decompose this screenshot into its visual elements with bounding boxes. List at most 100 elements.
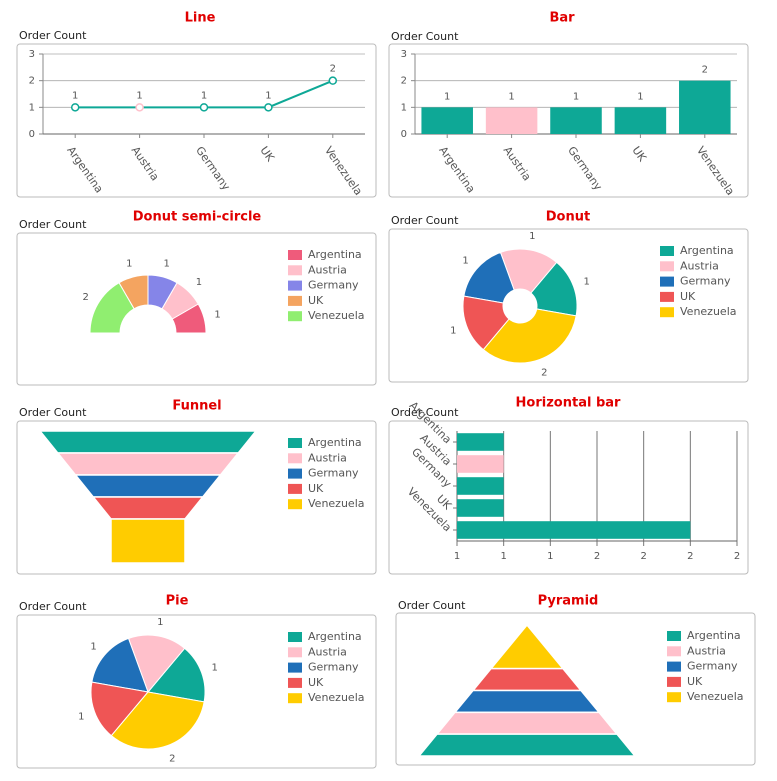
bar	[457, 455, 504, 473]
data-label: 1	[136, 90, 142, 101]
legend-swatch	[288, 499, 302, 510]
legend-label: UK	[308, 294, 324, 307]
legend-swatch	[288, 632, 302, 642]
legend-label: UK	[308, 482, 324, 495]
legend-label: Austria	[308, 263, 347, 276]
legend-swatch	[288, 647, 302, 658]
y-tick-label: 1	[29, 102, 35, 113]
legend-swatch	[667, 676, 681, 687]
legend-swatch	[288, 453, 302, 464]
legend-label: Germany	[308, 661, 359, 674]
legend-label: Venezuela	[308, 691, 365, 704]
segment	[471, 667, 583, 692]
chart-label: Order Count	[19, 406, 87, 419]
data-label: 1	[508, 91, 514, 102]
slice	[89, 282, 135, 334]
bar	[614, 107, 667, 134]
legend-swatch	[288, 265, 302, 276]
legend-swatch	[288, 311, 302, 322]
data-label: 1	[196, 277, 202, 288]
legend-swatch	[288, 295, 302, 306]
legend-swatch	[288, 468, 302, 479]
y-tick-label: 1	[401, 102, 407, 113]
bar	[457, 521, 691, 539]
data-label: 2	[541, 368, 547, 379]
chart-label: Order Count	[19, 600, 87, 613]
legend-label: UK	[308, 676, 324, 689]
legend-label: Argentina	[308, 248, 362, 261]
data-label: 2	[702, 65, 708, 76]
legend-label: Germany	[308, 467, 359, 480]
x-tick-label: 1	[547, 551, 553, 562]
legend-swatch	[667, 646, 681, 657]
data-label: 2	[82, 292, 88, 303]
data-label: 1	[212, 663, 218, 674]
chart-title: Bar	[549, 11, 575, 26]
legend-swatch	[288, 280, 302, 291]
legend-swatch	[288, 438, 302, 448]
legend-label: Argentina	[308, 630, 362, 643]
bar	[421, 107, 473, 134]
legend-swatch	[660, 246, 674, 256]
y-tick-label: 3	[401, 49, 407, 60]
legend-swatch	[667, 631, 681, 641]
segment	[435, 711, 619, 735]
chart-title: Donut	[546, 210, 590, 225]
legend-swatch	[288, 662, 302, 673]
legend-swatch	[288, 677, 302, 688]
segment	[56, 452, 240, 476]
y-tick-label: 0	[29, 129, 35, 140]
chart-label: Order Count	[391, 30, 459, 43]
legend-label: UK	[687, 675, 703, 688]
data-label: 2	[330, 64, 336, 75]
data-label: 2	[169, 754, 175, 765]
point	[264, 103, 273, 112]
data-label: 1	[72, 90, 78, 101]
segment	[38, 430, 258, 454]
chart-title: Horizontal bar	[516, 396, 621, 411]
segment	[110, 518, 186, 564]
chart-title: Pie	[166, 594, 189, 609]
segment	[417, 733, 637, 757]
legend-label: Germany	[687, 660, 738, 673]
legend-label: Venezuela	[308, 497, 365, 510]
point	[328, 76, 338, 85]
data-label: 1	[529, 231, 535, 242]
x-tick-label: 2	[594, 551, 600, 562]
legend-label: Argentina	[687, 629, 741, 642]
bar	[457, 499, 504, 517]
legend-swatch	[667, 692, 681, 703]
data-label: 1	[214, 309, 220, 320]
y-tick-label: 3	[29, 49, 35, 60]
data-label: 1	[126, 258, 132, 269]
legend-swatch	[660, 261, 674, 272]
legend-label: Argentina	[308, 436, 362, 449]
segment	[73, 474, 223, 498]
chart-title: Line	[185, 11, 216, 26]
segment	[453, 689, 601, 714]
data-label: 1	[462, 255, 468, 266]
bar	[679, 80, 731, 134]
data-label: 1	[584, 277, 590, 288]
bar	[457, 477, 504, 495]
legend-label: Venezuela	[687, 690, 744, 703]
bar	[485, 107, 538, 134]
slice	[110, 691, 205, 750]
legend-swatch	[660, 291, 674, 302]
data-label: 1	[450, 325, 456, 336]
legend-swatch	[288, 483, 302, 494]
x-tick-label: 1	[454, 551, 460, 562]
legend-swatch	[288, 250, 302, 260]
legend-label: Argentina	[680, 244, 734, 257]
data-label: 1	[78, 711, 84, 722]
legend-label: Austria	[687, 644, 726, 657]
legend-label: Germany	[308, 279, 359, 292]
legend-label: Austria	[308, 451, 347, 464]
data-label: 1	[444, 91, 450, 102]
chart-label: Order Count	[19, 218, 87, 231]
chart-label: Order Count	[398, 599, 466, 612]
legend-swatch	[288, 693, 302, 704]
legend-label: Venezuela	[308, 309, 365, 322]
chart-title: Pyramid	[538, 594, 599, 609]
segment	[91, 496, 205, 520]
